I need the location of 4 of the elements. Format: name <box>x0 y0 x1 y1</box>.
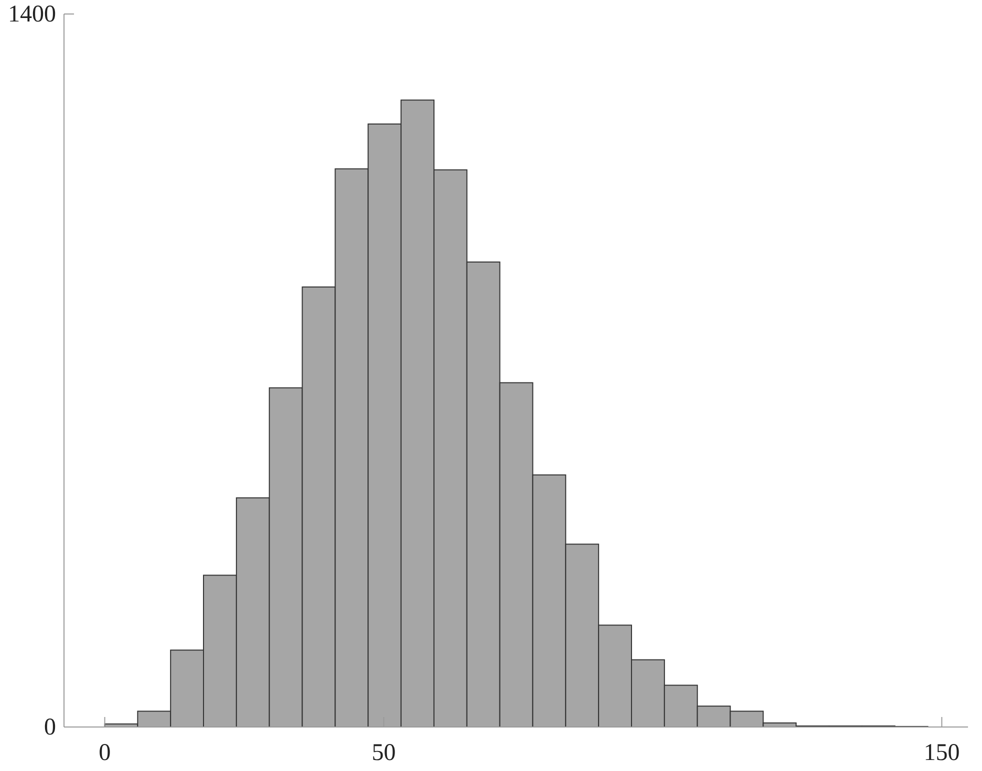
x-tick-label: 150 <box>924 740 960 766</box>
y-tick-label: 1400 <box>8 2 56 28</box>
x-tick-label: 0 <box>98 740 111 766</box>
x-tick-label: 50 <box>372 740 396 766</box>
